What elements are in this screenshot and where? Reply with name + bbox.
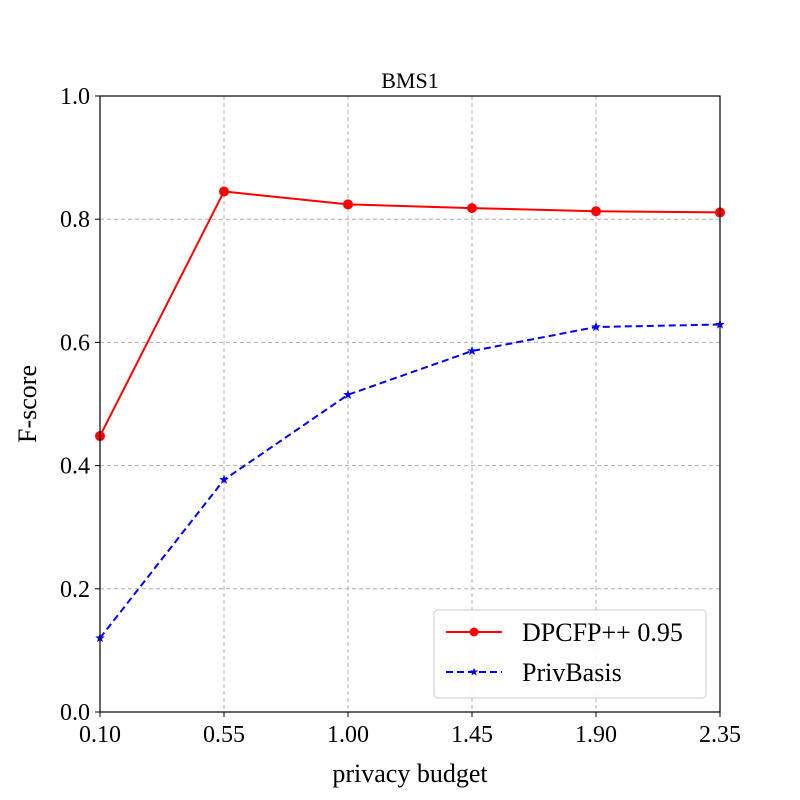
y-axis-title: F-score	[13, 365, 42, 443]
data-point	[218, 474, 230, 485]
series-line	[99, 190, 721, 437]
legend: DPCFP++ 0.95 PrivBasis	[433, 609, 707, 699]
x-tick-label: 0.10	[79, 722, 121, 748]
data-point	[342, 389, 354, 400]
legend-marker	[469, 667, 479, 676]
y-tick-label: 0.4	[60, 454, 90, 480]
data-point	[590, 321, 602, 332]
data-point	[467, 203, 477, 214]
legend-marker	[469, 627, 479, 637]
series-2	[94, 319, 726, 643]
series-1	[95, 186, 725, 442]
legend-item-2: PrivBasis	[446, 658, 622, 687]
x-tick-label: 1.90	[575, 722, 617, 748]
x-tick-label: 1.00	[327, 722, 369, 748]
plot-frame	[99, 95, 721, 713]
y-tick-label: 0.2	[60, 577, 90, 603]
data-point	[343, 199, 353, 210]
y-tick-label: 1.0	[60, 84, 90, 110]
data-point	[591, 206, 601, 217]
data-point	[466, 345, 478, 356]
x-tick-label: 0.55	[203, 722, 245, 748]
x-axis-title: privacy budget	[332, 759, 488, 788]
axis-ticks: 0.10 0.55 1.00 1.45 1.90 2.35 0.0 0.2 0.4 0.6 0.8 1…	[60, 84, 741, 748]
series-layer	[94, 186, 726, 643]
y-tick-label: 0.0	[60, 700, 90, 726]
legend-label: DPCFP++ 0.95	[522, 618, 683, 647]
grid-lines	[100, 96, 720, 712]
legend-item-1: DPCFP++ 0.95	[446, 618, 683, 647]
series-line	[99, 323, 721, 639]
y-tick-label: 0.8	[60, 207, 90, 233]
data-point	[219, 186, 229, 197]
legend-label: PrivBasis	[522, 658, 622, 687]
chart-title: BMS1	[381, 68, 438, 93]
y-tick-label: 0.6	[60, 330, 90, 356]
x-tick-label: 1.45	[451, 722, 493, 748]
x-tick-label: 2.35	[699, 722, 741, 748]
